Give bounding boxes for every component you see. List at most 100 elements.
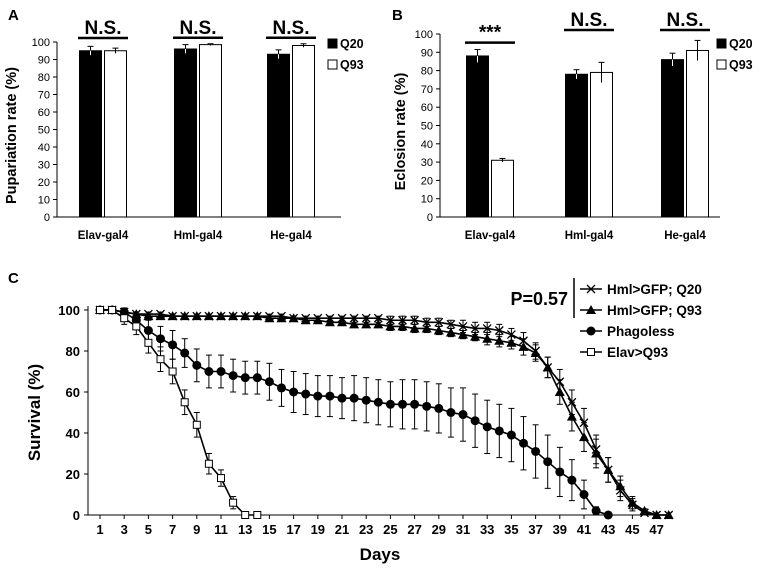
marker-x xyxy=(446,319,456,329)
data-point xyxy=(458,410,468,420)
marker-x xyxy=(434,317,444,327)
data-point xyxy=(312,315,323,325)
data-point xyxy=(132,322,141,331)
y-tick-label: 20 xyxy=(66,467,80,482)
data-point xyxy=(410,399,420,409)
marker-circle xyxy=(337,393,347,403)
data-point xyxy=(155,311,166,321)
x-tick-label: 43 xyxy=(601,522,615,537)
marker-circle xyxy=(277,383,286,393)
data-point xyxy=(422,401,432,411)
marker-circle xyxy=(325,391,335,401)
marker-circle xyxy=(204,367,214,376)
data-point xyxy=(531,446,541,456)
data-point xyxy=(373,313,383,323)
data-point xyxy=(325,391,335,401)
data-point xyxy=(156,334,165,344)
x-tick-label: He-gal4 xyxy=(664,230,706,242)
x-tick-label: 37 xyxy=(528,522,542,537)
marker-triangle xyxy=(615,481,626,491)
marker-square xyxy=(108,306,117,314)
x-tick-label: 15 xyxy=(262,522,276,537)
y-tick-label: 70 xyxy=(38,90,50,102)
y-tick-label: 40 xyxy=(38,142,50,154)
x-tick-label: 5 xyxy=(145,522,152,537)
bar-q93 xyxy=(292,45,315,218)
data-point xyxy=(603,510,613,520)
marker-triangle xyxy=(203,311,214,321)
data-point xyxy=(337,317,347,327)
data-point xyxy=(179,311,190,321)
marker-triangle xyxy=(216,311,226,321)
marker-square xyxy=(168,367,177,376)
data-point xyxy=(494,335,505,345)
marker-triangle xyxy=(542,362,553,372)
marker-triangle xyxy=(591,448,602,458)
data-point xyxy=(143,311,154,321)
bar-q20 xyxy=(267,53,290,218)
y-tick-label: 40 xyxy=(421,139,433,151)
y-tick-label: 30 xyxy=(421,157,433,169)
marker-triangle xyxy=(349,319,360,329)
x-tick-label: 17 xyxy=(286,522,300,537)
data-point xyxy=(192,360,202,370)
data-point xyxy=(204,459,213,468)
legend-marker xyxy=(586,284,596,294)
marker-triangle xyxy=(264,313,275,323)
data-point xyxy=(627,497,638,507)
x-tick-label: 1 xyxy=(96,522,103,537)
y-tick-label: 100 xyxy=(415,29,433,41)
panel-a: A 0 10 20 30 40 50 60 70 80 90 100 Pupariation rate … xyxy=(4,7,364,242)
bar-q93 xyxy=(104,50,127,218)
y-tick-label: 90 xyxy=(38,55,50,67)
significance-label: N.S. xyxy=(180,18,217,39)
marker-x xyxy=(506,330,516,340)
data-point xyxy=(470,331,481,341)
legend-swatch-q20 xyxy=(327,38,338,49)
marker-triangle xyxy=(586,305,596,314)
x-tick-label: 23 xyxy=(359,522,373,537)
marker-triangle xyxy=(458,329,468,339)
data-point xyxy=(566,411,577,421)
data-point xyxy=(276,313,287,323)
legend-label: Elav>Q93 xyxy=(607,345,669,360)
marker-square xyxy=(192,420,201,429)
x-tick-label: 45 xyxy=(625,522,639,537)
data-point xyxy=(349,313,359,323)
data-point xyxy=(216,311,226,321)
bar-q93 xyxy=(199,44,222,218)
y-tick-label: 50 xyxy=(38,125,50,137)
bar-q20 xyxy=(565,73,588,218)
marker-circle xyxy=(519,438,528,448)
y-tick-label: 100 xyxy=(32,37,50,49)
data-point xyxy=(482,422,492,432)
x-tick-label: 7 xyxy=(169,522,176,537)
legend-label-q20: Q20 xyxy=(340,37,364,51)
x-tick-label: 11 xyxy=(214,522,228,537)
marker-circle xyxy=(531,446,541,456)
series-line xyxy=(100,309,669,516)
marker-triangle xyxy=(385,321,396,331)
marker-triangle xyxy=(179,311,190,321)
data-point xyxy=(446,408,456,417)
series-line xyxy=(100,309,258,516)
marker-triangle xyxy=(143,311,154,321)
data-point xyxy=(603,464,614,474)
data-point xyxy=(615,481,626,491)
marker-triangle xyxy=(627,497,638,507)
marker-triangle xyxy=(240,311,251,321)
marker-triangle xyxy=(603,464,614,474)
marker-triangle xyxy=(433,325,444,335)
legend-swatch-q93 xyxy=(716,59,727,70)
data-point xyxy=(651,510,662,519)
marker-circle xyxy=(192,360,202,370)
marker-circle xyxy=(470,416,480,426)
data-point xyxy=(192,420,201,429)
data-point xyxy=(289,387,299,397)
marker-circle xyxy=(398,399,407,409)
data-point xyxy=(506,337,517,347)
x-tick-label: 19 xyxy=(311,522,325,537)
y-tick-label: 20 xyxy=(421,175,433,187)
data-point xyxy=(180,398,189,407)
series-hml-gfp-q20 xyxy=(95,305,674,520)
